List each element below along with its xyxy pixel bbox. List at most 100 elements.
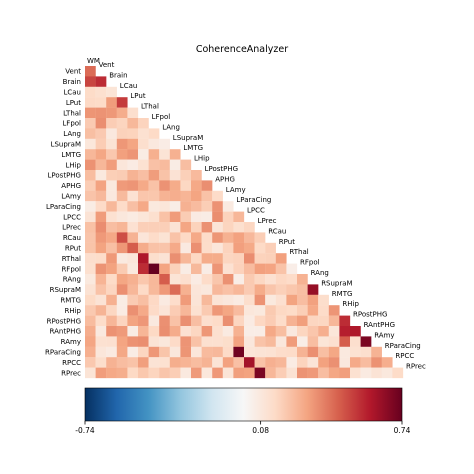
- heatmap-cell: [148, 211, 160, 223]
- heatmap-cell: [233, 222, 245, 233]
- row-label: RPut: [65, 245, 81, 253]
- heatmap-cell: [169, 149, 181, 160]
- heatmap-cell: [212, 294, 223, 306]
- heatmap-cell: [212, 367, 223, 379]
- row-label: RThal: [62, 255, 81, 263]
- heatmap-cell: [85, 294, 96, 306]
- heatmap-cell: [95, 346, 107, 358]
- diagonal-label: RAng: [311, 269, 329, 277]
- heatmap-cell: [159, 367, 170, 379]
- heatmap-cell: [191, 284, 202, 295]
- row-label: RHip: [64, 307, 81, 315]
- heatmap-cell: [127, 336, 139, 347]
- heatmap-cell: [265, 294, 276, 306]
- heatmap-cell: [127, 211, 139, 223]
- diagonal-label: WM: [87, 57, 100, 65]
- heatmap-cell: [169, 284, 181, 295]
- heatmap-cell: [138, 201, 149, 212]
- heatmap-cell: [169, 326, 181, 337]
- heatmap-cell: [138, 118, 149, 129]
- heatmap-cell: [95, 159, 107, 171]
- heatmap-cell: [233, 263, 245, 275]
- heatmap-cell: [95, 315, 107, 327]
- heatmap-cell: [106, 180, 117, 191]
- heatmap-cell: [85, 274, 96, 285]
- heatmap-cell: [201, 367, 213, 379]
- heatmap-cell: [265, 242, 276, 254]
- heatmap-cell: [350, 367, 361, 379]
- heatmap-cell: [159, 180, 170, 191]
- heatmap-cell: [148, 253, 160, 264]
- heatmap-cell: [222, 326, 234, 337]
- heatmap-cell: [85, 253, 96, 264]
- heatmap-cell: [127, 326, 139, 337]
- heatmap-cell: [222, 232, 234, 243]
- heatmap-cell: [116, 232, 128, 243]
- heatmap-cell: [191, 253, 202, 264]
- heatmap-cell: [138, 222, 149, 233]
- heatmap-cell: [212, 211, 223, 223]
- heatmap-cell: [106, 211, 117, 223]
- diagonal-label: LThal: [141, 103, 159, 111]
- heatmap-cell: [106, 222, 117, 233]
- heatmap-cell: [318, 346, 329, 358]
- heatmap-cell: [191, 357, 202, 368]
- heatmap-cell: [138, 357, 149, 368]
- heatmap-cell: [138, 211, 149, 223]
- heatmap-cell: [95, 336, 107, 347]
- heatmap-cell: [201, 315, 213, 327]
- heatmap-cell: [148, 201, 160, 212]
- heatmap-cell: [138, 284, 149, 295]
- heatmap-cell: [95, 190, 107, 202]
- heatmap-cell: [191, 305, 202, 316]
- diagonal-label: LPostPHG: [205, 165, 238, 173]
- heatmap-cell: [180, 284, 192, 295]
- heatmap-cell: [106, 86, 117, 98]
- heatmap-cell: [244, 242, 255, 254]
- heatmap-cell: [159, 242, 170, 254]
- heatmap-cell: [275, 284, 287, 295]
- heatmap-cell: [85, 315, 96, 327]
- row-label: RAng: [63, 276, 81, 284]
- heatmap-cell: [148, 315, 160, 327]
- row-label: LFpol: [62, 120, 81, 128]
- heatmap-cell: [116, 305, 128, 316]
- heatmap-cell: [85, 242, 96, 254]
- heatmap-cell: [275, 274, 287, 285]
- heatmap-cell: [148, 305, 160, 316]
- heatmap-cell: [106, 284, 117, 295]
- heatmap-cell: [138, 294, 149, 306]
- heatmap-cell: [116, 284, 128, 295]
- heatmap-cell: [95, 211, 107, 223]
- heatmap-cell: [127, 305, 139, 316]
- heatmap-cell: [233, 315, 245, 327]
- heatmap-cell: [212, 357, 223, 368]
- row-label: RAmy: [61, 338, 81, 346]
- heatmap-cell: [307, 315, 319, 327]
- heatmap-cell: [169, 336, 181, 347]
- heatmap-cell: [201, 180, 213, 191]
- heatmap-cell: [85, 107, 96, 119]
- heatmap-cell: [95, 284, 107, 295]
- heatmap-cell: [159, 284, 170, 295]
- heatmap-cell: [95, 86, 107, 98]
- heatmap-cell: [286, 357, 298, 368]
- heatmap-cell: [159, 263, 170, 275]
- heatmap-cell: [201, 211, 213, 223]
- heatmap-cell: [138, 138, 149, 150]
- heatmap-cell: [116, 107, 128, 119]
- heatmap-cell: [297, 326, 308, 337]
- heatmap-cell: [159, 294, 170, 306]
- heatmap-cell: [148, 170, 160, 181]
- heatmap-cell: [244, 263, 255, 275]
- diagonal-label: LPCC: [247, 207, 265, 215]
- heatmap-cell: [106, 367, 117, 379]
- heatmap-cell: [233, 326, 245, 337]
- heatmap-cell: [138, 346, 149, 358]
- heatmap-cell: [265, 263, 276, 275]
- heatmap-cell: [116, 97, 128, 108]
- heatmap-cell: [201, 263, 213, 275]
- heatmap-cell: [254, 263, 266, 275]
- heatmap-cell: [254, 315, 266, 327]
- row-label: Brain: [63, 78, 81, 86]
